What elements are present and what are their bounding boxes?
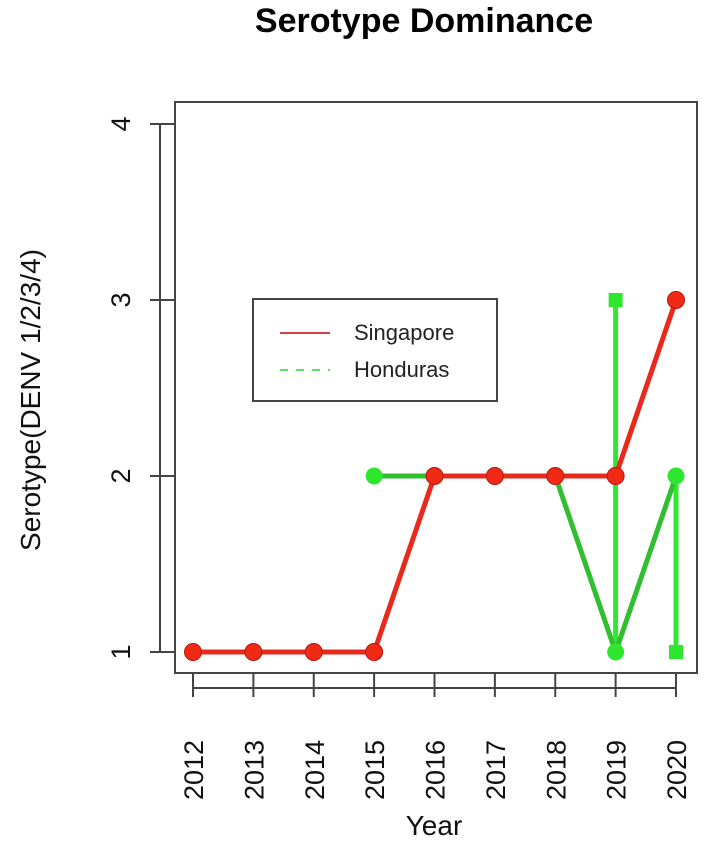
x-axis: 2012 2013 2014 2015 2016 2017 2018 2019 2020 bbox=[179, 673, 692, 800]
x-tick-label: 2013 bbox=[239, 740, 269, 800]
x-tick-label: 2020 bbox=[662, 740, 692, 800]
x-tick-label: 2014 bbox=[300, 740, 330, 800]
y-axis: 1 2 3 4 bbox=[106, 116, 175, 660]
x-axis-label: Year bbox=[406, 810, 463, 841]
honduras-point-square bbox=[669, 645, 683, 659]
y-tick-label: 1 bbox=[106, 644, 136, 659]
chart-title: Serotype Dominance bbox=[255, 2, 593, 40]
singapore-point bbox=[365, 643, 384, 661]
x-tick-label: 2016 bbox=[421, 740, 451, 800]
legend: Singapore Honduras bbox=[252, 298, 498, 402]
x-tick-label: 2019 bbox=[602, 740, 632, 800]
series-layer bbox=[184, 291, 685, 661]
singapore-point bbox=[606, 467, 625, 485]
x-tick-label: 2012 bbox=[179, 740, 209, 800]
x-tick-label: 2017 bbox=[481, 740, 511, 800]
legend-box bbox=[252, 298, 498, 402]
legend-singapore-label: Singapore bbox=[354, 320, 454, 345]
x-tick-label: 2018 bbox=[541, 740, 571, 800]
singapore-point bbox=[184, 643, 202, 661]
singapore-point bbox=[485, 467, 504, 485]
y-tick-label: 2 bbox=[106, 468, 136, 483]
singapore-point bbox=[304, 643, 323, 661]
y-tick-label: 3 bbox=[106, 292, 136, 307]
y-axis-label: Serotype(DENV 1/2/3/4) bbox=[15, 249, 46, 551]
singapore-point bbox=[667, 291, 685, 309]
honduras-point bbox=[365, 467, 383, 485]
honduras-point-square bbox=[608, 293, 623, 307]
singapore-point bbox=[546, 467, 565, 485]
singapore-point bbox=[425, 467, 444, 485]
honduras-point bbox=[667, 467, 685, 485]
y-tick-label: 4 bbox=[106, 116, 136, 131]
legend-honduras-label: Honduras bbox=[354, 357, 449, 382]
singapore-point bbox=[244, 643, 263, 661]
honduras-point bbox=[607, 643, 625, 661]
x-tick-label: 2015 bbox=[360, 740, 390, 800]
